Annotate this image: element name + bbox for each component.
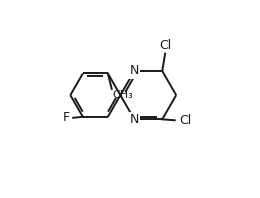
Text: F: F [62, 111, 69, 124]
Text: N: N [130, 65, 139, 77]
Text: CH₃: CH₃ [113, 90, 133, 100]
Text: N: N [130, 113, 139, 126]
Text: Cl: Cl [159, 39, 171, 52]
Text: Cl: Cl [180, 114, 192, 127]
